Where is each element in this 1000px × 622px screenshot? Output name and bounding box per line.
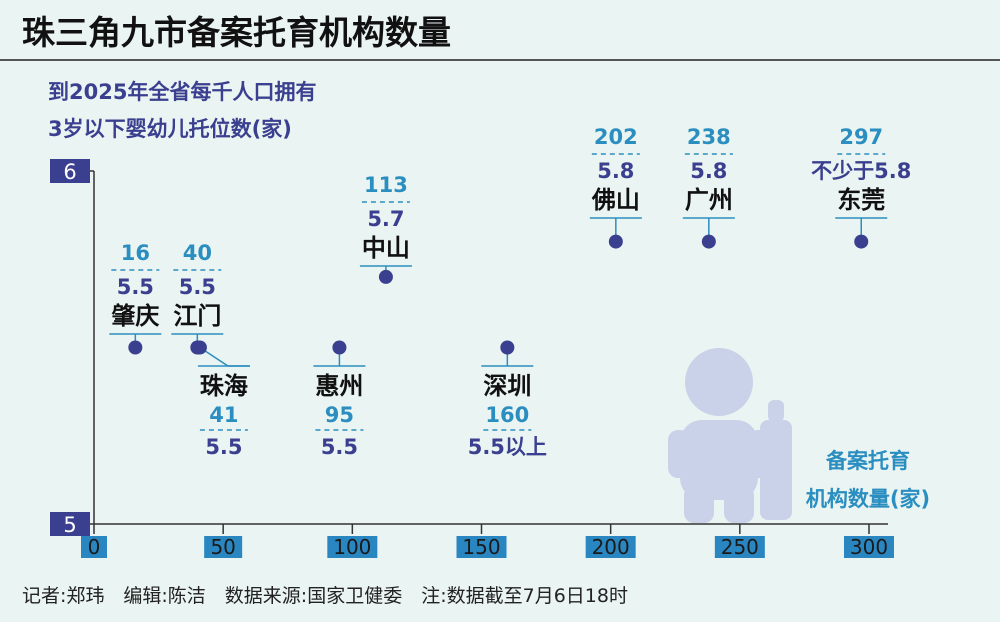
- point-city-label: 肇庆: [111, 302, 159, 330]
- x-tick-label: 250: [721, 535, 759, 559]
- y-tick-badge: [50, 159, 90, 183]
- point-target-label: 5.8: [690, 159, 727, 183]
- x-tick-label: 150: [462, 535, 500, 559]
- x-tick-label: 100: [333, 535, 371, 559]
- x-tick-label: 0: [88, 535, 101, 559]
- x-tick-badge: [456, 536, 507, 558]
- point-target-label: 5.5: [179, 275, 216, 299]
- x-tick-label: 300: [850, 535, 888, 559]
- point-count-label: 202: [594, 125, 638, 149]
- y-tick-label: 5: [63, 513, 76, 537]
- point-stem: [199, 346, 250, 367]
- x-tick-badge: [844, 536, 894, 558]
- point-marker: [378, 269, 393, 284]
- x-axis-label-line-1: 备案托育: [825, 449, 910, 473]
- point-city-label: 江门: [173, 302, 221, 330]
- point-target-label: 5.5: [321, 435, 358, 459]
- footer-credits: 记者:郑玮 编辑:陈洁 数据来源:国家卫健委 注:数据截至7月6日18时: [22, 585, 628, 607]
- x-ticks: 0 50 100 150 200 250 300: [81, 524, 894, 559]
- point-count-label: 160: [485, 403, 529, 427]
- point-group: 40 5.5 江门: [171, 241, 224, 355]
- x-tick-label: 200: [592, 535, 630, 559]
- point-marker: [500, 340, 515, 355]
- point-count-label: 16: [121, 241, 150, 265]
- x-tick-badge: [204, 536, 243, 558]
- point-marker: [608, 234, 623, 249]
- baby-bottle-icon: [668, 348, 792, 523]
- x-tick-badge: [585, 536, 636, 558]
- point-group: 16 5.5 肇庆: [109, 241, 162, 355]
- point-target-label: 5.8: [597, 159, 634, 183]
- point-count-label: 297: [839, 125, 883, 149]
- point-marker: [854, 234, 869, 249]
- x-tick-badge: [81, 536, 107, 558]
- point-city-label: 广州: [685, 186, 733, 214]
- x-tick-badge: [714, 536, 765, 558]
- point-count-label: 41: [209, 403, 238, 427]
- point-city-label: 佛山: [591, 186, 640, 214]
- x-axis-label-line-2: 机构数量(家): [806, 487, 930, 511]
- point-marker: [332, 340, 347, 355]
- point-target-label: 5.5: [117, 275, 154, 299]
- point-target-label: 不少于5.8: [811, 159, 911, 183]
- x-tick-badge: [327, 536, 378, 558]
- point-count-label: 40: [183, 241, 212, 265]
- point-group: 297 不少于5.8 东莞: [811, 125, 911, 249]
- point-target-label: 5.7: [367, 207, 404, 231]
- y-axis-label-line-1: 到2025年全省每千人口拥有: [48, 80, 316, 104]
- point-group: 惠州 95 5.5: [313, 340, 366, 459]
- x-tick-label: 50: [210, 535, 235, 559]
- point-marker: [128, 340, 143, 355]
- y-axis-label-line-2: 3岁以下婴幼儿托位数(家): [48, 117, 292, 141]
- point-city-label: 惠州: [315, 372, 363, 400]
- point-city-label: 深圳: [483, 372, 531, 400]
- point-city-label: 东莞: [837, 186, 885, 214]
- point-count-label: 95: [325, 403, 354, 427]
- point-target-label: 5.5: [205, 435, 242, 459]
- point-count-label: 238: [687, 125, 731, 149]
- point-group: 202 5.8 佛山: [589, 125, 642, 249]
- chart-title: 珠三角九市备案托育机构数量: [22, 13, 451, 52]
- point-group: 深圳 160 5.5以上: [468, 340, 547, 459]
- point-marker: [192, 340, 207, 355]
- point-target-label: 5.5以上: [468, 435, 547, 459]
- point-group: 113 5.7 中山: [359, 173, 412, 284]
- point-city-label: 珠海: [200, 372, 248, 400]
- point-count-label: 113: [364, 173, 408, 197]
- point-marker: [701, 234, 716, 249]
- point-group: 238 5.8 广州: [682, 125, 735, 249]
- y-tick-badge: [50, 512, 90, 536]
- y-tick-label: 6: [63, 160, 76, 184]
- y-ticks: 56: [50, 159, 94, 537]
- point-group: 珠海 41 5.5: [192, 340, 250, 459]
- point-city-label: 中山: [362, 234, 410, 262]
